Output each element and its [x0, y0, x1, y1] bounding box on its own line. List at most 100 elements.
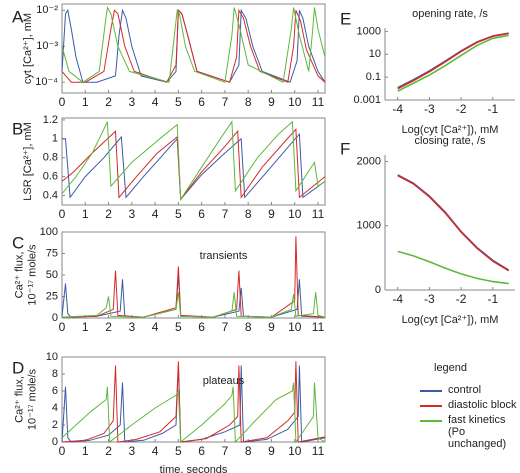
x-axis-label: Log(cyt [Ca²⁺]), mM [402, 314, 499, 326]
y-axis-label: 10⁻¹⁷ mole/s [26, 244, 38, 306]
x-tick-label: 4 [152, 320, 159, 334]
legend: legend control diastolic block fast kineti… [420, 362, 520, 453]
x-tick-label: 6 [198, 444, 205, 458]
y-tick-label: 50 [46, 269, 58, 281]
series-line [61, 120, 326, 201]
y-tick-label: 8 [52, 368, 58, 380]
y-tick-label: 6 [52, 385, 58, 397]
x-tick-label: 4 [152, 207, 159, 221]
x-tick-label: 3 [128, 207, 135, 221]
y-axis-label: cyt [Ca²⁺], mM [22, 13, 34, 84]
x-tick-label: 9 [268, 444, 275, 458]
y-tick-label: 10 [369, 48, 381, 60]
series-line [61, 274, 326, 318]
y-tick-label: 0.8 [43, 152, 58, 164]
x-tick-label: 1 [82, 320, 89, 334]
x-tick-label: 1 [82, 444, 89, 458]
x-tick-label: 2 [105, 320, 112, 334]
y-tick-label: 75 [46, 247, 58, 259]
x-tick-label: 0 [59, 444, 66, 458]
x-tick-label: 5 [175, 444, 182, 458]
panel-label: B [12, 119, 23, 138]
legend-label: control [448, 384, 482, 396]
chart-title: closing rate, /s [415, 135, 486, 147]
y-tick-label: 1.2 [43, 114, 58, 126]
x-tick-label: -1 [487, 292, 498, 306]
y-axis-label: LSR [Ca²⁺], mM [22, 122, 34, 201]
series-line [61, 361, 326, 443]
y-tick-label: 2 [52, 419, 58, 431]
x-tick-label: -4 [392, 292, 403, 306]
x-tick-label: 4 [152, 95, 159, 109]
y-tick-label: 2000 [357, 155, 381, 167]
x-tick-label: 10 [288, 207, 302, 221]
y-tick-label: 1 [52, 133, 58, 145]
y-tick-label: 100 [40, 226, 58, 238]
x-tick-label: 10 [288, 95, 302, 109]
x-tick-label: 6 [198, 95, 205, 109]
x-tick-label: 3 [128, 95, 135, 109]
panel-label: E [340, 9, 351, 28]
x-tick-label: -3 [424, 292, 435, 306]
x-tick-label: 8 [245, 320, 252, 334]
panel-label: A [12, 7, 24, 26]
x-tick-label: 9 [268, 207, 275, 221]
x-tick-label: 2 [105, 95, 112, 109]
legend-item: control [420, 384, 520, 396]
x-tick-label: 11 [312, 207, 325, 221]
legend-item: diastolic block [420, 399, 520, 411]
x-tick-label: 2 [105, 444, 112, 458]
series-line [61, 8, 326, 83]
x-tick-label: 11 [312, 320, 325, 334]
x-tick-label: 3 [128, 444, 135, 458]
series-line [397, 174, 510, 272]
x-tick-label: 6 [198, 207, 205, 221]
y-tick-label: 0.001 [353, 94, 381, 106]
series-line [61, 292, 326, 318]
x-tick-label: 11 [312, 95, 325, 109]
x-tick-label: -1 [487, 102, 498, 116]
y-tick-label: 1000 [357, 220, 381, 232]
x-tick-label: 3 [128, 320, 135, 334]
legend-label: fast kinetics (Po unchanged) [448, 414, 507, 450]
x-tick-label: 10 [288, 444, 302, 458]
x-tick-label: -4 [392, 102, 403, 116]
x-tick-label: 1 [82, 207, 89, 221]
x-tick-label: 5 [175, 207, 182, 221]
x-axis-label: Log(cyt [Ca²⁺]), mM [402, 124, 499, 136]
x-tick-label: 8 [245, 444, 252, 458]
y-tick-label: 10 [46, 351, 58, 363]
x-tick-label: -2 [456, 102, 467, 116]
series-line [61, 128, 326, 201]
x-tick-label: 8 [245, 95, 252, 109]
y-tick-label: 4 [52, 402, 58, 414]
y-tick-label: 1000 [357, 25, 381, 37]
panel-label: F [340, 139, 350, 158]
legend-title: legend [434, 362, 468, 374]
y-tick-label: 0 [52, 312, 58, 324]
y-tick-label: 0 [375, 284, 381, 296]
x-tick-label: 7 [222, 444, 229, 458]
x-tick-label: 4 [152, 444, 159, 458]
series-line [61, 236, 326, 318]
legend-swatch [420, 405, 442, 407]
legend-swatch [420, 390, 442, 392]
plot-frame [61, 117, 326, 206]
x-tick-label: 7 [222, 320, 229, 334]
series-line [61, 8, 326, 83]
panel-label: C [12, 233, 24, 252]
series-line [397, 34, 509, 92]
x-tick-label: 0 [59, 95, 66, 109]
x-tick-label: -2 [456, 292, 467, 306]
x-tick-label: 8 [245, 207, 252, 221]
y-tick-label: 10⁻² [36, 4, 58, 16]
x-tick-label: 9 [268, 320, 275, 334]
series-line [61, 382, 326, 444]
y-axis-label: Ca²⁺ flux, [13, 376, 25, 423]
x-tick-label: 5 [175, 320, 182, 334]
x-axis-label: time, seconds [160, 464, 228, 473]
x-tick-label: 5 [175, 95, 182, 109]
y-tick-label: 0.1 [366, 71, 381, 83]
x-tick-label: 6 [198, 320, 205, 334]
